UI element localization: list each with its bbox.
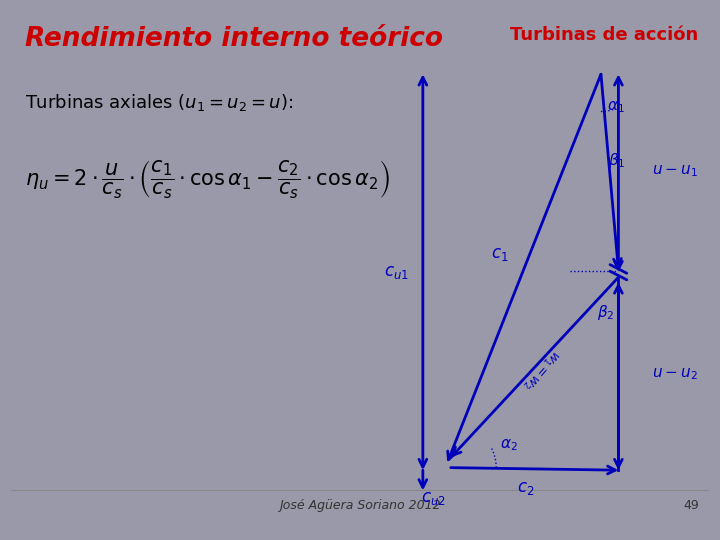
- Text: 49: 49: [683, 499, 698, 512]
- Text: $c_2$: $c_2$: [517, 479, 534, 497]
- Text: Turbinas axiales ($u_1 = u_2 = u$):: Turbinas axiales ($u_1 = u_2 = u$):: [24, 92, 293, 113]
- Text: $c_{u1}$: $c_{u1}$: [384, 263, 409, 281]
- Text: $c_1$: $c_1$: [491, 246, 508, 264]
- Text: $u-u_1$: $u-u_1$: [652, 163, 698, 179]
- Text: Turbinas de acción: Turbinas de acción: [510, 26, 698, 44]
- Text: Rendimiento interno teórico: Rendimiento interno teórico: [24, 26, 443, 52]
- Text: $\eta_u = 2\cdot\dfrac{u}{c_s}\cdot\left(\dfrac{c_1}{c_s}\cdot\cos\alpha_1 - \df: $\eta_u = 2\cdot\dfrac{u}{c_s}\cdot\left…: [24, 158, 390, 200]
- Text: José Agüera Soriano 2012: José Agüera Soriano 2012: [279, 499, 441, 512]
- Text: $\beta_2$: $\beta_2$: [598, 303, 615, 322]
- Text: $w_1{=}w_2$: $w_1{=}w_2$: [519, 346, 561, 391]
- Text: $c_{u2}$: $c_{u2}$: [421, 489, 446, 507]
- Text: $\alpha_2$: $\alpha_2$: [500, 437, 518, 453]
- Text: $\alpha_1$: $\alpha_1$: [606, 99, 624, 115]
- Text: $u-u_2$: $u-u_2$: [652, 366, 698, 382]
- Text: $\beta_1$: $\beta_1$: [608, 151, 626, 170]
